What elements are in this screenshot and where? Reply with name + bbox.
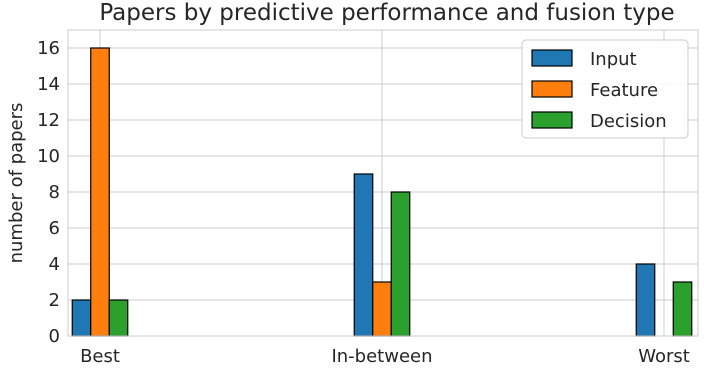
legend: Input Feature Decision (521, 39, 689, 139)
y-tick-label: 14 (37, 74, 60, 95)
legend-label-feature: Feature (590, 80, 658, 101)
x-tick-label: In-between (331, 346, 432, 367)
bar-decision-in-between (390, 191, 411, 337)
y-tick-label: 0 (49, 326, 60, 347)
bar-feature-in-between (372, 281, 392, 337)
x-tick-label: Worst (638, 346, 690, 367)
y-tick-label: 6 (49, 218, 60, 239)
bar-input-best (71, 299, 92, 337)
chart-title: Papers by predictive performance and fus… (99, 0, 674, 26)
y-tick-label: 8 (49, 182, 60, 203)
bar-feature-best (90, 47, 110, 337)
x-tick-labels: Best In-between Worst (80, 346, 690, 367)
y-tick-label: 16 (37, 38, 60, 59)
y-axis-label: number of papers (6, 103, 27, 264)
bar-input-in-between (353, 173, 374, 337)
y-tick-label: 2 (49, 290, 60, 311)
y-tick-label: 10 (37, 146, 60, 167)
legend-label-decision: Decision (590, 111, 667, 132)
legend-swatch-feature (531, 80, 573, 98)
y-tick-label: 12 (37, 110, 60, 131)
x-tick-label: Best (80, 346, 120, 367)
legend-label-input: Input (590, 49, 637, 70)
y-tick-label: 4 (49, 254, 60, 275)
bar-decision-worst (672, 281, 693, 337)
legend-swatch-input (531, 49, 573, 67)
y-tick-labels: 0 2 4 6 8 10 12 14 16 (37, 38, 60, 347)
bar-decision-best (108, 299, 129, 337)
legend-swatch-decision (531, 111, 573, 129)
bar-input-worst (635, 263, 656, 337)
bars (71, 47, 693, 337)
plot-frame (67, 29, 699, 337)
